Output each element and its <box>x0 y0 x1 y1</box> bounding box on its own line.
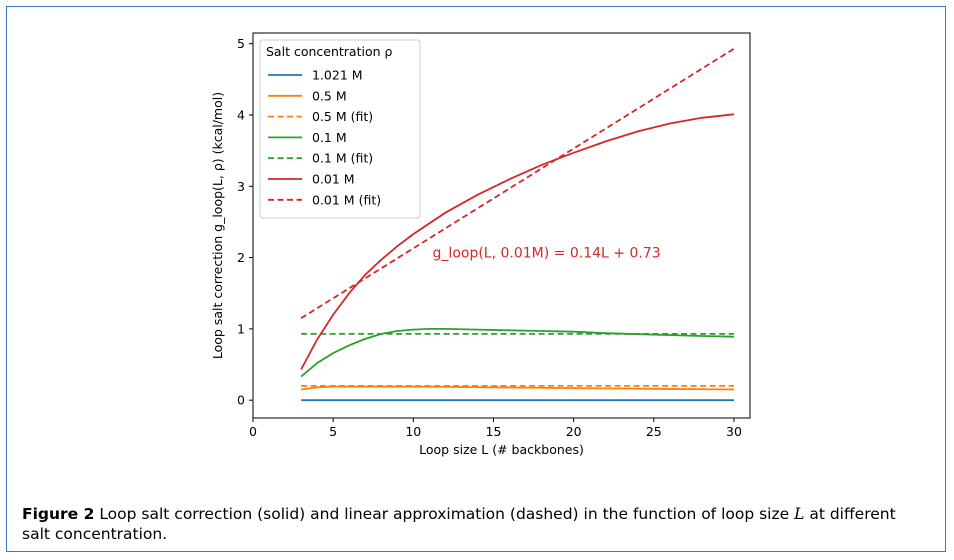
legend-label: 1.021 M <box>312 68 363 83</box>
y-tick-label: 5 <box>237 36 245 51</box>
legend-title: Salt concentration ρ <box>266 44 392 59</box>
y-axis-ticks: 0 1 2 3 4 5 <box>237 36 253 408</box>
y-tick-label: 3 <box>237 179 245 194</box>
x-tick-label: 15 <box>486 424 502 439</box>
series-layer <box>300 47 735 402</box>
x-tick-label: 5 <box>329 424 337 439</box>
x-tick-label: 20 <box>566 424 582 439</box>
figure-frame <box>6 6 946 552</box>
series-line-1 <box>300 385 735 391</box>
y-tick-label: 2 <box>237 250 245 265</box>
x-axis-ticks: 0 5 10 15 20 25 30 <box>249 418 742 439</box>
legend-label: 0.5 M (fit) <box>312 109 373 124</box>
y-tick-label: 0 <box>237 393 245 408</box>
x-tick-label: 0 <box>249 424 257 439</box>
legend-label: 0.5 M <box>312 88 347 103</box>
legend-box <box>259 39 421 219</box>
x-tick-label: 25 <box>646 424 662 439</box>
legend-label: 0.01 M <box>312 172 355 187</box>
series-line-3 <box>300 327 735 378</box>
fit-annotation: g_loop(L, 0.01M) = 0.14L + 0.73 <box>433 246 661 262</box>
caption-variable: L <box>794 505 805 523</box>
figure-caption: Figure 2 Loop salt correction (solid) an… <box>22 504 922 544</box>
x-tick-label: 10 <box>405 424 421 439</box>
x-axis-label: Loop size L (# backbones) <box>419 442 584 457</box>
legend-label: 0.01 M (fit) <box>312 192 381 207</box>
series-line-5 <box>300 113 735 370</box>
caption-text-after: at different salt concentration. <box>22 505 896 543</box>
legend-items: 1.021 M 0.5 M 0.5 M (fit) 0.1 M 0.1 M (fit) 0… <box>268 68 381 207</box>
y-tick-label: 1 <box>237 321 245 336</box>
caption-label: Figure 2 <box>22 505 95 523</box>
y-tick-label: 4 <box>237 107 245 122</box>
legend-label: 0.1 M (fit) <box>312 151 373 166</box>
y-axis-label: Loop salt correction g_loop(L, ρ) (kcal/… <box>210 92 225 359</box>
legend: Salt concentration ρ 1.021 M 0.5 M 0.5 M (… <box>259 39 421 219</box>
caption-text-before: Loop salt correction (solid) and linear … <box>99 505 790 523</box>
line-chart: 0 5 10 15 20 25 30 0 1 2 3 4 5 Loop size L (# backb… <box>210 32 751 457</box>
x-tick-label: 30 <box>726 424 742 439</box>
axes-frame <box>252 32 751 419</box>
legend-label: 0.1 M <box>312 130 347 145</box>
